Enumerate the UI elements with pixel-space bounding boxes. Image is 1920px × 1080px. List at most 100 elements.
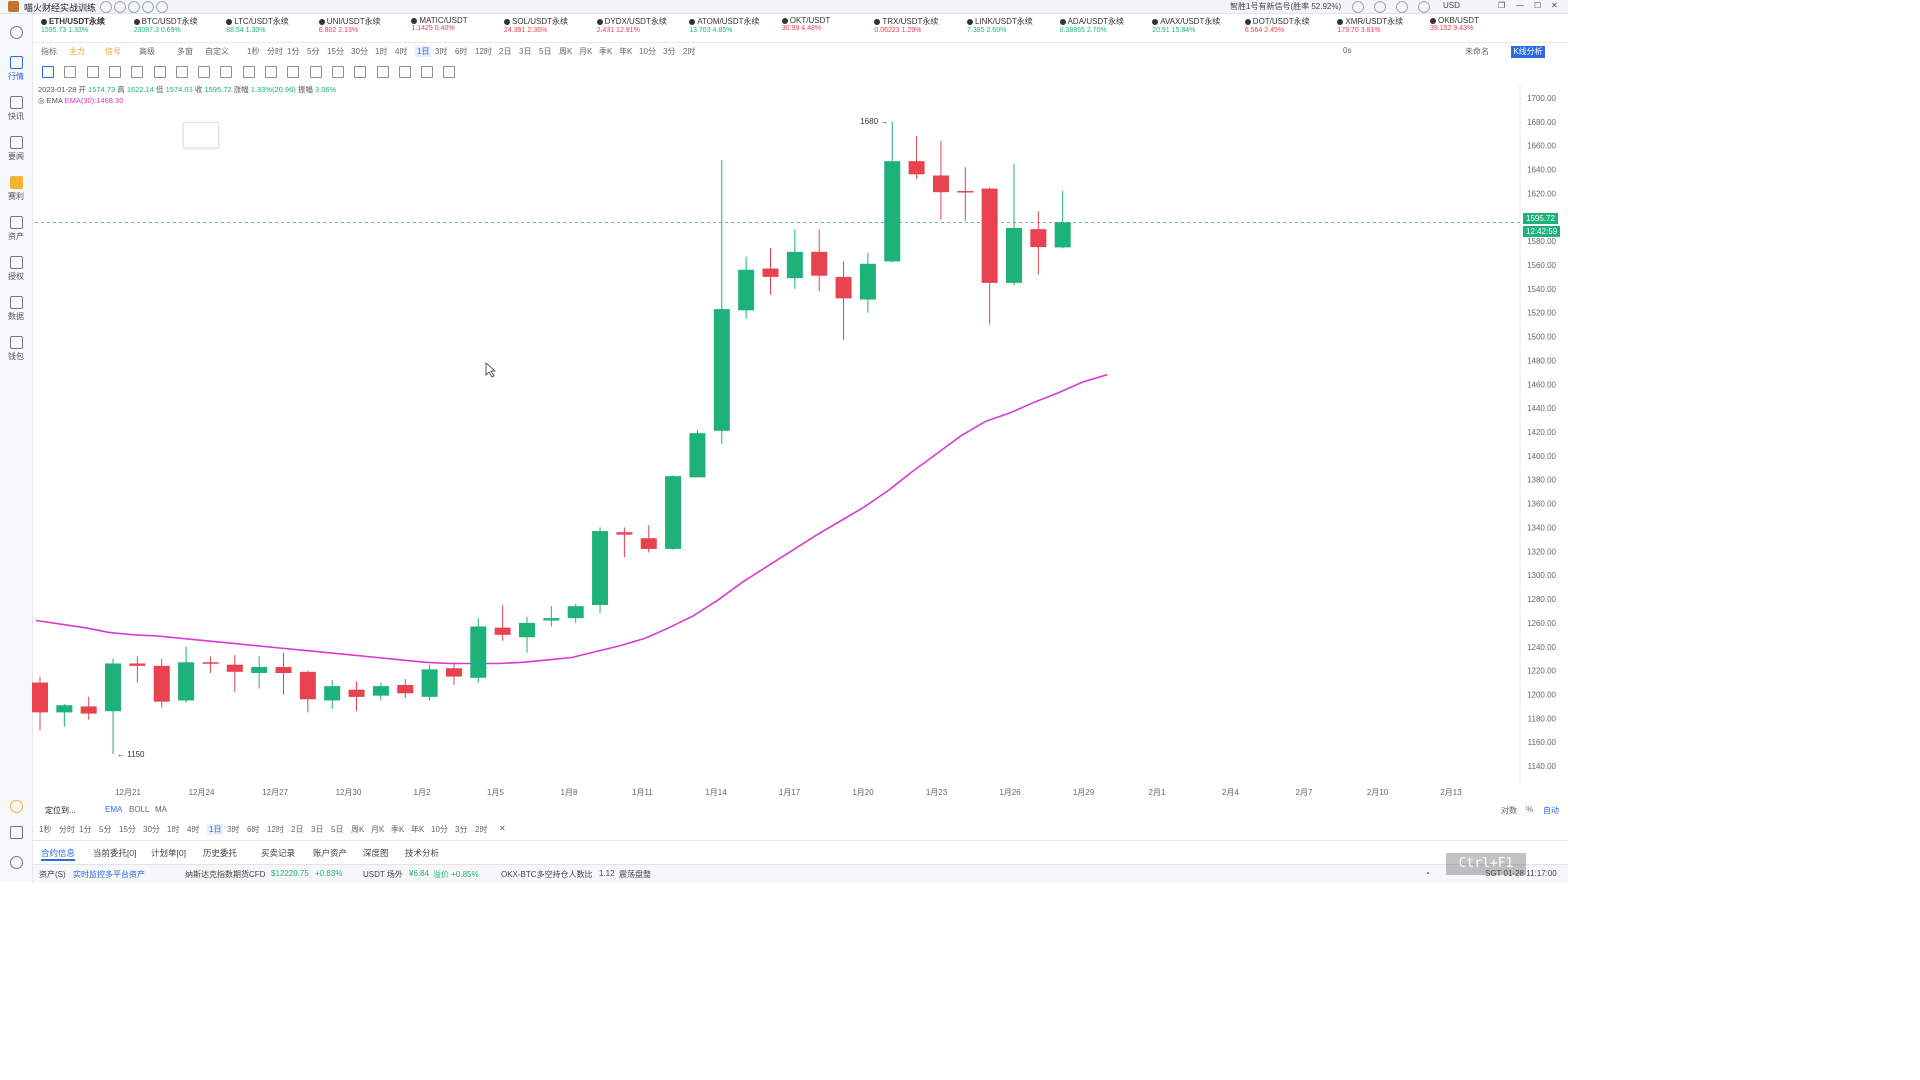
gann-icon[interactable] <box>242 66 255 78</box>
timeframe-option[interactable]: 5日 <box>331 825 344 834</box>
signal-button[interactable]: 信号 <box>105 47 121 56</box>
timeframe-option[interactable]: 分时 <box>59 825 75 834</box>
ticker-tab[interactable]: ATOM/USDT永续 13.703 4.85% <box>689 16 784 34</box>
restore-icon[interactable]: ❐ <box>1498 1 1506 10</box>
nav-item-news[interactable]: 要闻 <box>0 136 32 162</box>
screenshot-icon[interactable] <box>376 66 389 78</box>
panel-tab[interactable]: 当前委托[0] <box>93 848 137 858</box>
filter-icon[interactable] <box>443 66 456 78</box>
panel-tab[interactable]: 计划单[0] <box>151 848 186 858</box>
fib-icon[interactable] <box>175 66 188 78</box>
timeframe-option[interactable]: 30分 <box>351 47 368 56</box>
timeframe-option[interactable]: 5分 <box>99 825 112 834</box>
locate-button[interactable]: 定位到... <box>45 806 76 815</box>
ticker-tab[interactable]: TRX/USDT永续 0.06223 1.29% <box>874 16 969 34</box>
timeframe-option[interactable]: 周K <box>351 825 365 834</box>
kline-analysis-button[interactable]: K线分析 <box>1511 46 1545 58</box>
ticker-tab[interactable]: MATIC/USDT 1.1425 0.40% <box>411 16 506 32</box>
timeframe-option[interactable]: 3日 <box>311 825 324 834</box>
timeframe-option[interactable]: 4时 <box>395 47 408 56</box>
mail-icon[interactable] <box>1418 1 1430 13</box>
ticker-tab[interactable]: LTC/USDT永续 88.54 1.30% <box>226 16 321 34</box>
weibo-icon[interactable] <box>114 1 126 13</box>
timeframe-option[interactable]: 分时 <box>267 47 283 56</box>
template-select[interactable]: 未命名 <box>1465 47 1489 56</box>
wave-icon[interactable] <box>153 66 166 78</box>
ticker-tab[interactable]: AVAX/USDT永续 20.91 15.84% <box>1152 16 1247 34</box>
timeframe-option[interactable]: 月K <box>371 825 385 834</box>
advanced-button[interactable]: 高级 <box>139 47 155 56</box>
close-icon[interactable]: ✕ <box>1551 1 1558 10</box>
timeframe-option[interactable]: 1秒 <box>39 825 52 834</box>
bell-icon[interactable] <box>1352 1 1364 13</box>
ticker-tab[interactable]: OKT/USDT 30.99 4.48% <box>782 16 877 32</box>
close-icon[interactable]: ✕ <box>499 824 506 833</box>
timeframe-option[interactable]: 5日 <box>539 47 552 56</box>
timeframe-option[interactable]: 3日 <box>519 47 532 56</box>
timeframe-option[interactable]: 1秒 <box>247 47 260 56</box>
timeframe-option[interactable]: 1分 <box>287 47 300 56</box>
assets-label[interactable]: 资产(S) <box>39 870 66 879</box>
lock-icon[interactable] <box>331 66 344 78</box>
floating-toolbox[interactable] <box>183 122 219 148</box>
maximize-icon[interactable]: ☐ <box>1534 1 1542 10</box>
timeframe-option[interactable]: 2时 <box>475 825 488 834</box>
ticker-tab[interactable]: SOL/USDT永续 24.391 2.36% <box>504 16 599 34</box>
nav-item-data[interactable]: 数据 <box>0 296 32 322</box>
copy-icon[interactable] <box>354 66 367 78</box>
pattern-icon[interactable] <box>309 66 322 78</box>
settings-icon[interactable] <box>0 856 32 871</box>
monitor-link[interactable]: 实时监控多平台资产 <box>73 870 145 879</box>
timeframe-option[interactable]: 2日 <box>499 47 512 56</box>
panel-tab[interactable]: 账户资产 <box>313 848 348 858</box>
line-icon[interactable] <box>64 66 77 78</box>
panel-tab[interactable]: 合约信息 <box>41 847 76 861</box>
timeframe-option[interactable]: 月K <box>579 47 593 56</box>
timeframe-option[interactable]: 3分 <box>455 825 468 834</box>
timeframe-option[interactable]: 2时 <box>683 47 696 56</box>
currency-select[interactable]: USD <box>1443 1 1460 10</box>
timeframe-option[interactable]: 1日 <box>207 824 224 835</box>
ticker-tab[interactable]: BTC/USDT永续 23087.3 0.69% <box>134 16 229 34</box>
timeframe-option[interactable]: 3时 <box>227 825 240 834</box>
phone-icon[interactable] <box>0 826 32 841</box>
brush-icon[interactable] <box>287 66 300 78</box>
panel-tab[interactable]: 深度图 <box>363 848 389 858</box>
telegram-icon[interactable] <box>128 1 140 13</box>
twitter-icon[interactable] <box>100 1 112 13</box>
timeframe-option[interactable]: 3分 <box>663 47 676 56</box>
timeframe-option[interactable]: 12时 <box>475 47 492 56</box>
timeframe-option[interactable]: 5分 <box>307 47 320 56</box>
search-icon[interactable] <box>1374 1 1386 13</box>
crosshair-icon[interactable] <box>42 66 54 78</box>
timeframe-option[interactable]: 15分 <box>119 825 136 834</box>
timeframe-option[interactable]: 15分 <box>327 47 344 56</box>
ticker-tab[interactable]: XMR/USDT永续 179.70 3.81% <box>1337 16 1432 34</box>
heart-icon[interactable] <box>0 800 32 815</box>
nav-item-wallet[interactable]: 钱包 <box>0 336 32 362</box>
timeframe-option[interactable]: 1分 <box>79 825 92 834</box>
timeframe-option[interactable]: 季K <box>391 825 405 834</box>
nav-item-flash[interactable]: 快讯 <box>0 96 32 122</box>
ticker-tab[interactable]: OKB/USDT 39.152 9.43% <box>1430 16 1525 32</box>
timeframe-option[interactable]: 1时 <box>375 47 388 56</box>
percent-toggle[interactable]: % <box>1526 805 1534 814</box>
ticker-tab[interactable]: LINK/USDT永续 7.385 2.60% <box>967 16 1062 34</box>
timeframe-option[interactable]: 1时 <box>167 825 180 834</box>
refresh-icon[interactable] <box>156 1 168 13</box>
timeframe-option[interactable]: 年K <box>619 47 633 56</box>
indicators-button[interactable]: 指标 <box>41 47 57 56</box>
home-logo-icon[interactable] <box>0 26 32 41</box>
timeframe-option[interactable]: 12时 <box>267 825 284 834</box>
auto-toggle[interactable]: 自动 <box>1543 806 1559 815</box>
nav-item-earn[interactable]: 赛利 <box>0 176 32 202</box>
panel-tab[interactable]: 买卖记录 <box>261 848 296 858</box>
timeframe-option[interactable]: 季K <box>599 47 613 56</box>
log-toggle[interactable]: 对数 <box>1501 806 1517 815</box>
timeframe-option[interactable]: 10分 <box>431 825 448 834</box>
trash-icon[interactable] <box>398 66 411 78</box>
timeframe-option[interactable]: 1日 <box>415 46 432 57</box>
eye-icon[interactable] <box>421 66 434 78</box>
nav-item-assets[interactable]: 资产 <box>0 216 32 242</box>
panel-tab[interactable]: 技术分析 <box>405 848 440 858</box>
